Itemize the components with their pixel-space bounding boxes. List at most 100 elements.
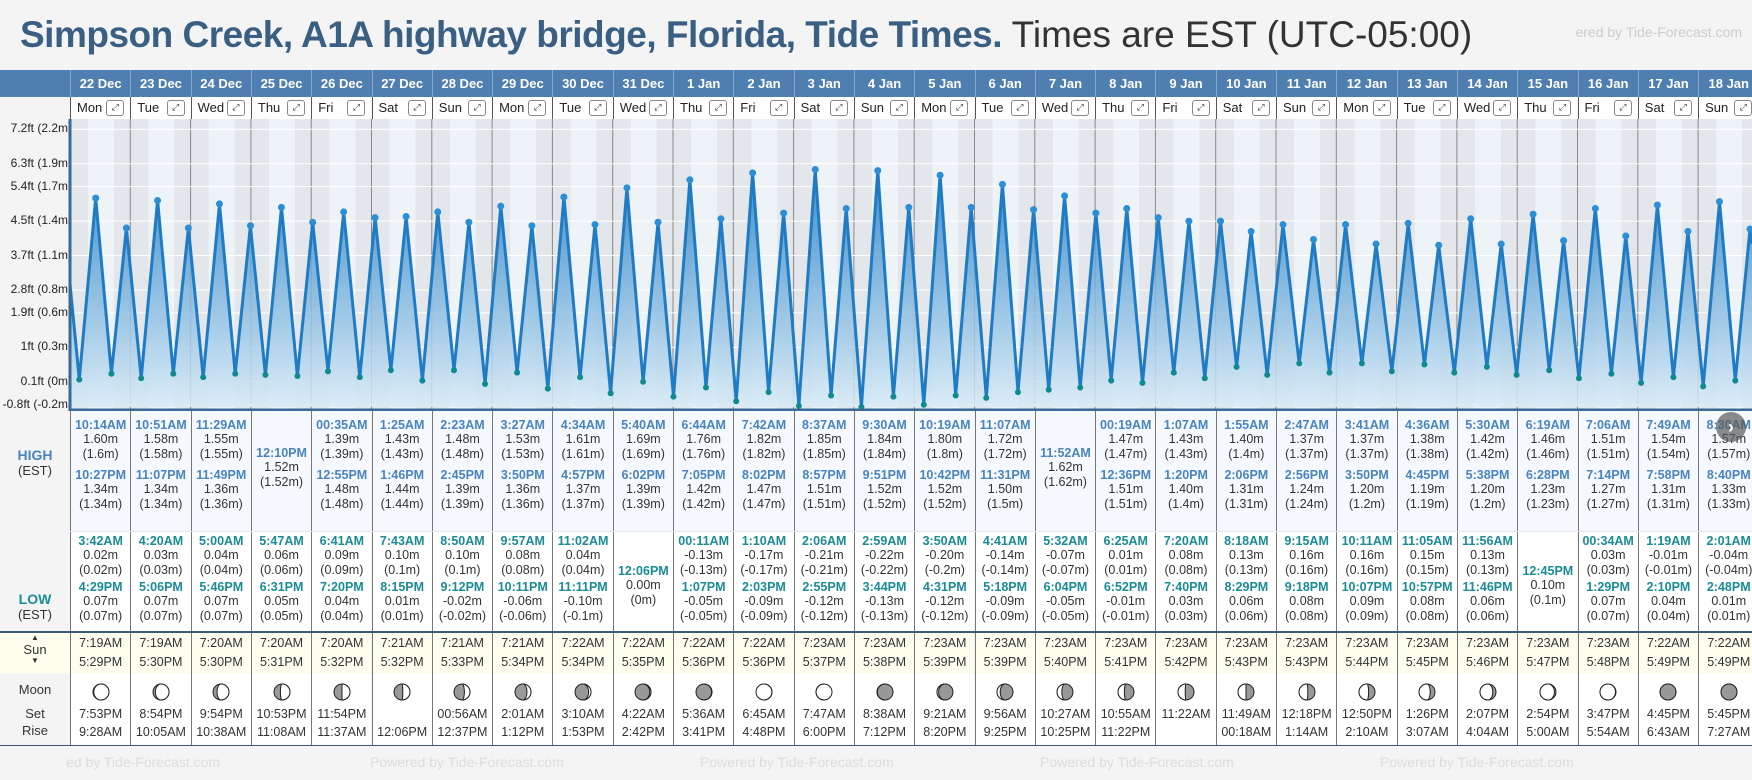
moonrise-time: 10:05AM: [135, 725, 186, 739]
high-tide-cell: 5:40AM 1.69m (1.69m) 6:02PM 1.39m (1.39m): [612, 411, 673, 531]
expand-day-icon[interactable]: ⤢: [1251, 100, 1270, 116]
low-tide-cell: 5:47AM 0.06m (0.06m) 6:31PM 0.05m (0.05m): [250, 531, 312, 632]
moonrise-time: 10:25PM: [1040, 725, 1091, 739]
expand-day-icon[interactable]: ⤢: [1432, 100, 1451, 116]
expand-day-icon[interactable]: ⤢: [648, 100, 667, 116]
expand-day-icon[interactable]: ⤢: [106, 100, 125, 116]
tide-time: 10:07PM: [1341, 580, 1393, 594]
moonset-time: 2:07PM: [1465, 707, 1510, 721]
tide-time: 10:19AM: [919, 418, 971, 432]
high-tide-point: [1154, 214, 1162, 222]
expand-day-icon[interactable]: ⤢: [890, 100, 909, 116]
day-cell: Wed ⤢: [612, 97, 673, 119]
tide-height-metric: (0.16m): [1345, 563, 1389, 577]
tide-height: 1.51m: [1108, 482, 1144, 496]
sunrise-time: 7:23AM: [1465, 636, 1510, 650]
sun-cell: 7:23AM 5:43PM: [1276, 632, 1337, 674]
tide-entry: 5:06PM 0.07m (0.07m): [131, 580, 190, 624]
high-tide-point: [623, 184, 631, 192]
expand-day-icon[interactable]: ⤢: [1372, 100, 1391, 116]
expand-day-icon[interactable]: ⤢: [769, 100, 788, 116]
tide-height-metric: (0.06m): [260, 563, 304, 577]
sunset-time: 5:43PM: [1224, 655, 1268, 669]
low-tide-cell: 12:45PM 0.10m (0.1m): [1517, 531, 1578, 632]
expand-day-icon[interactable]: ⤢: [226, 100, 245, 116]
expand-day-icon[interactable]: ⤢: [528, 100, 547, 116]
tide-height: 1.53m: [505, 432, 541, 446]
low-tide-cell: 2:59AM -0.22m (-0.22m) 3:44PM -0.13m (-0.13m): [853, 531, 915, 632]
tide-height-metric: (-0.12m): [921, 609, 969, 623]
tide-height-metric: (0.09m): [1345, 609, 1389, 623]
expand-day-icon[interactable]: ⤢: [407, 100, 426, 116]
tide-time: 9:51PM: [862, 468, 907, 482]
low-tide-point: [1608, 370, 1615, 377]
expand-day-icon[interactable]: ⤢: [1613, 100, 1632, 116]
tide-entry: 11:31PM 1.50m (1.5m): [976, 468, 1035, 512]
date-cell: 26 Dec: [311, 70, 371, 97]
tide-height-metric: (1.37m): [561, 497, 605, 511]
expand-day-icon[interactable]: ⤢: [1010, 100, 1029, 116]
expand-day-icon[interactable]: ⤢: [1553, 100, 1572, 116]
scroll-next-button[interactable]: ›: [1716, 412, 1746, 442]
high-tide-point: [717, 215, 725, 223]
low-tide-point: [1732, 377, 1739, 384]
expand-day-icon[interactable]: ⤢: [287, 100, 306, 116]
tide-height-metric: (1.6m): [82, 447, 119, 461]
tide-height: -0.01m: [1106, 594, 1146, 608]
tide-time: 5:38PM: [1465, 468, 1510, 482]
tide-entry: 12:10PM 1.52m (1.52m): [252, 446, 311, 490]
expand-day-icon[interactable]: ⤢: [588, 100, 607, 116]
low-tide-point: [450, 367, 457, 374]
expand-day-icon[interactable]: ⤢: [1131, 100, 1150, 116]
low-tide-point: [356, 374, 363, 381]
moonrise-time: 2:10AM: [1345, 725, 1389, 739]
tide-height-metric: (1.55m): [199, 447, 243, 461]
sun-cell: 7:23AM 5:45PM: [1396, 632, 1457, 674]
high-tide-cell: 4:36AM 1.38m (1.38m) 4:45PM 1.19m (1.19m): [1396, 411, 1457, 531]
expand-day-icon[interactable]: ⤢: [166, 100, 185, 116]
date-cell: 23 Dec: [130, 70, 190, 97]
expand-day-icon[interactable]: ⤢: [1071, 100, 1090, 116]
high-low-divider: [70, 531, 1752, 532]
expand-day-icon[interactable]: ⤢: [468, 100, 487, 116]
high-tide-point: [1404, 219, 1412, 227]
expand-day-icon[interactable]: ⤢: [1191, 100, 1210, 116]
expand-day-icon[interactable]: ⤢: [1734, 100, 1752, 116]
date-cell: 27 Dec: [371, 70, 432, 97]
tide-height-metric: (1.4m): [1167, 497, 1205, 511]
tide-height-metric: (0.07m): [1586, 609, 1630, 623]
sunrise-time: 7:21AM: [380, 636, 424, 650]
expand-day-icon[interactable]: ⤢: [709, 100, 728, 116]
moonrise-time: 6:00PM: [802, 725, 846, 739]
moon-phase-icon: [393, 683, 411, 701]
moonset-time: 00:56AM: [437, 707, 488, 721]
expand-day-icon[interactable]: ⤢: [1312, 100, 1331, 116]
moon-phase-icon: [1117, 683, 1135, 701]
tide-time: 4:29PM: [78, 580, 123, 594]
tide-height: 1.72m: [987, 432, 1023, 446]
expand-day-icon[interactable]: ⤢: [829, 100, 848, 116]
tide-height-metric: (1.23m): [1526, 497, 1570, 511]
high-tide-point: [309, 218, 317, 226]
expand-day-icon[interactable]: ⤢: [1493, 100, 1512, 116]
high-tide-point: [1061, 192, 1069, 200]
high-tide-point: [874, 167, 882, 175]
low-tide-cell: 4:20AM 0.03m (0.03m) 5:06PM 0.07m (0.07m): [130, 531, 191, 632]
tide-entry: 4:29PM 0.07m (0.07m): [71, 580, 130, 624]
tide-entry: 4:20AM 0.03m (0.03m): [131, 534, 190, 578]
tide-height-metric: (-0.1m): [562, 609, 604, 623]
moon-cell: 4:45PM 6:43AM: [1637, 674, 1699, 746]
day-of-week: Fri: [1162, 100, 1178, 115]
tide-height-metric: (1.76m): [682, 447, 726, 461]
low-tide-cell: 1:10AM -0.17m (-0.17m) 2:03PM -0.09m (-0.09m): [733, 531, 794, 632]
tide-entry: 11:07PM 1.34m (1.34m): [131, 468, 190, 512]
expand-day-icon[interactable]: ⤢: [950, 100, 969, 116]
sun-cell: 7:21AM 5:34PM: [492, 632, 553, 674]
expand-day-icon[interactable]: ⤢: [1674, 100, 1693, 116]
low-tide-cell: 8:50AM 0.10m (0.1m) 9:12PM -0.02m (-0.02m): [431, 531, 493, 632]
sunset-time: 5:48PM: [1586, 655, 1630, 669]
low-tide-cell: 6:25AM 0.01m (0.01m) 6:52PM -0.01m (-0.01m): [1095, 531, 1156, 632]
low-tide-point: [1421, 361, 1428, 368]
low-tide-point: [890, 393, 897, 400]
expand-day-icon[interactable]: ⤢: [347, 100, 366, 116]
